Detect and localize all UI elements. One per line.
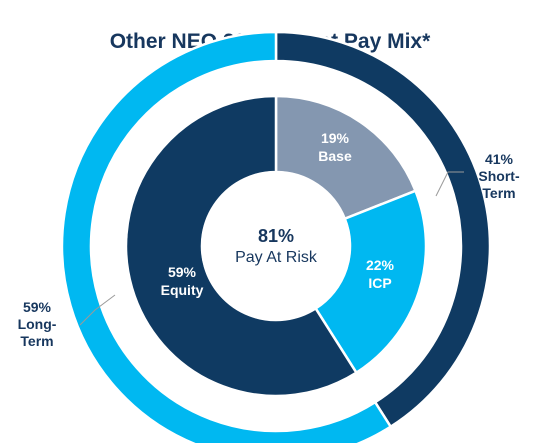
center-label: Pay At Risk	[235, 249, 318, 266]
inner-label-icp: 22% ICP	[366, 257, 395, 291]
inner-label-base: 19% Base	[318, 130, 352, 164]
outer-label-short-term: 41% Short-Term	[478, 151, 520, 201]
center-value: 81%	[258, 226, 294, 246]
center-hole	[201, 171, 351, 321]
outer-slice-long-term	[60, 30, 393, 443]
leader-lines	[79, 171, 464, 326]
inner-label-equity: 59% Equity	[161, 264, 204, 298]
leader-line-long-term	[79, 294, 116, 326]
outer-label-long-term: 59% Long-Term	[18, 299, 57, 349]
outer-ring	[60, 30, 492, 443]
leader-line-short-term	[435, 171, 464, 197]
slice-labels: 19% Base 22% ICP 59% Equity 41% Short-Term 59% Lo…	[18, 130, 520, 349]
